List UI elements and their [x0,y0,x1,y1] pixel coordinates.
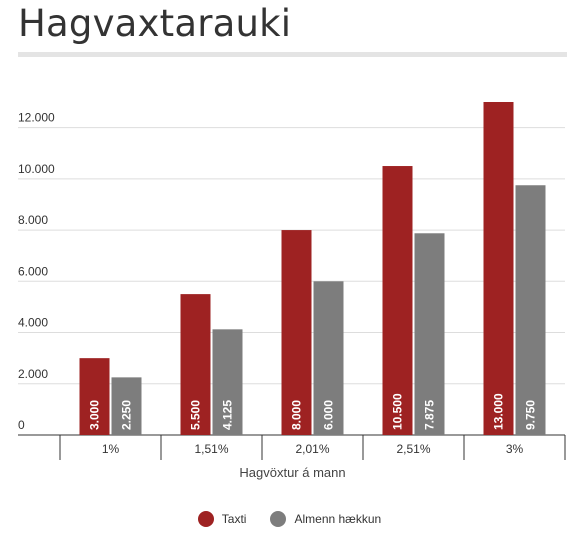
data-label: 6.000 [322,400,336,430]
bar-chart: 0 2.000 4.000 6.000 8.000 10.000 12.000 3.000 2.… [18,102,566,480]
bar [212,329,243,435]
data-label: 3.000 [88,400,102,430]
legend-item-almenn-haekkun[interactable]: Almenn hækkun [270,511,381,527]
y-tick-label: 0 [18,418,25,432]
bar [79,358,110,435]
bar [180,294,211,435]
x-tick-label: 1,51% [194,442,228,456]
y-tick-label: 12.000 [18,111,55,125]
x-tick-label: 2,51% [396,442,430,456]
title-divider [18,52,567,57]
y-tick-label: 4.000 [18,316,48,330]
data-label: 10.500 [391,393,405,430]
y-tick-label: 6.000 [18,264,48,278]
legend-label-almenn-haekkun: Almenn hækkun [294,512,382,526]
data-label: 7.875 [423,400,437,430]
bar [382,166,413,436]
legend-swatch-taxti [197,511,214,527]
legend: Taxti Almenn hækkun [0,511,579,527]
chart-title: Hagvaxtarauki [18,2,292,45]
data-label: 13.000 [492,393,506,430]
bar [483,102,514,435]
legend-item-taxti[interactable]: Taxti [197,511,247,527]
data-label: 2.250 [120,400,134,430]
data-label: 9.750 [524,400,538,430]
x-tick-label: 3% [506,442,524,456]
x-tick-label: 2,01% [295,442,329,456]
bar [313,281,344,435]
data-label: 8.000 [290,400,304,430]
x-axis-title: Hagvöxtur á mann [239,465,345,480]
y-tick-label: 2.000 [18,367,48,381]
y-tick-label: 10.000 [18,162,55,176]
data-label: 4.125 [221,400,235,430]
legend-label-taxti: Taxti [221,512,247,526]
bar [281,230,312,435]
bar [111,377,142,435]
bar [515,185,546,435]
legend-swatch-almenn-haekkun [270,511,287,527]
y-tick-label: 8.000 [18,213,48,227]
data-label: 5.500 [189,400,203,430]
bar [414,233,445,435]
x-tick-label: 1% [102,442,120,456]
